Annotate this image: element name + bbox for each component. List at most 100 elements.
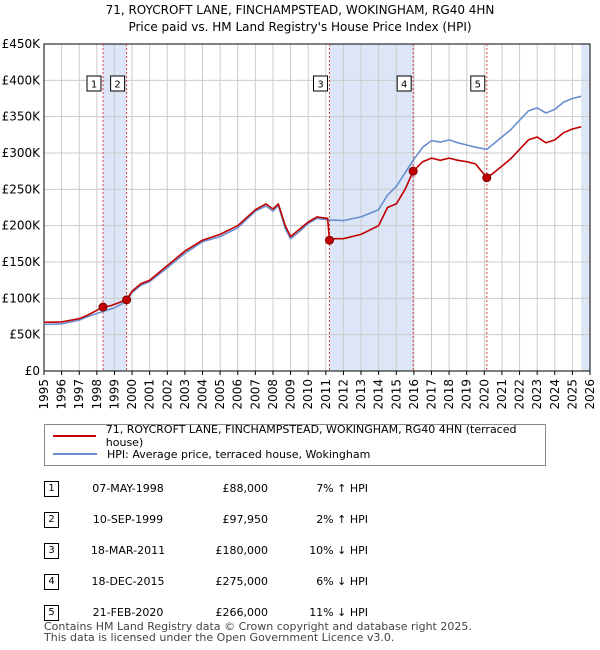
x-tick-label: 2016 — [407, 379, 421, 410]
legend-item-hpi: HPI: Average price, terraced house, Woki… — [53, 446, 370, 462]
sale-date: 18-MAR-2011 — [90, 544, 166, 557]
x-tick-label: 2013 — [354, 379, 368, 410]
y-tick-label: £250K — [2, 182, 42, 196]
sale-price: £275,000 — [215, 575, 269, 588]
x-tick-label: 2004 — [196, 379, 210, 410]
x-tick-label: 1995 — [37, 379, 51, 410]
property-price-line — [43, 126, 582, 324]
legend: 71, ROYCROFT LANE, FINCHAMPSTEAD, WOKING… — [44, 423, 546, 466]
table-row: 1 07-MAY-1998 £88,000 7% ↑ HPI — [44, 473, 368, 504]
x-tick-label: 2002 — [160, 379, 174, 410]
sale-label-box — [470, 75, 486, 92]
sale-label-number: 4 — [401, 80, 407, 91]
sale-price: £97,950 — [222, 513, 269, 526]
shaded-band — [581, 44, 590, 371]
table-row: 5 21-FEB-2020 £266,000 11% ↓ HPI — [44, 597, 368, 628]
x-tick-label: 2000 — [125, 379, 139, 410]
sale-label-number: 5 — [475, 80, 481, 91]
x-tick-label: 2001 — [143, 379, 157, 410]
x-tick-label: 1997 — [72, 379, 86, 410]
price-chart: £0 £50K £100K £150K £200K £250K £300K £350K £400… — [2, 37, 597, 410]
y-tick-label: £400K — [2, 73, 42, 87]
x-tick-label: 2018 — [442, 379, 456, 410]
x-tick-label: 2019 — [460, 379, 474, 410]
hpi-line — [43, 95, 582, 326]
sale-label-number: 1 — [91, 80, 97, 91]
x-tick-label: 2012 — [336, 379, 350, 410]
x-tick-label: 2006 — [231, 379, 245, 410]
sale-point — [482, 173, 492, 183]
sale-date: 07-MAY-1998 — [92, 482, 164, 495]
sales-table: 1 07-MAY-1998 £88,000 7% ↑ HPI 2 10-SEP-… — [44, 473, 368, 628]
y-tick-label: £50K — [9, 328, 41, 342]
plot-area — [44, 44, 590, 371]
sale-point — [98, 302, 108, 312]
sale-date: 10-SEP-1999 — [92, 513, 164, 526]
x-tick-label: 2024 — [548, 379, 562, 410]
y-tick-label: £0 — [25, 364, 40, 378]
y-tick-label: £100K — [2, 291, 42, 305]
x-tick-label: 1996 — [55, 379, 69, 410]
sale-point — [408, 166, 418, 176]
y-tick-label: £300K — [2, 146, 42, 160]
x-tick-label: 2003 — [178, 379, 192, 410]
sale-date: 21-FEB-2020 — [92, 606, 164, 619]
sale-hpi-diff: 6% ↓ HPI — [316, 575, 368, 588]
sale-price: £180,000 — [215, 544, 269, 557]
legend-item-property: 71, ROYCROFT LANE, FINCHAMPSTEAD, WOKING… — [53, 423, 545, 449]
sale-number: 4 — [44, 573, 59, 590]
y-tick-label: £350K — [2, 110, 42, 124]
sale-label-number: 2 — [114, 80, 120, 91]
sale-price: £88,000 — [222, 482, 269, 495]
plot-border — [43, 43, 591, 372]
legend-label-hpi: HPI: Average price, terraced house, Woki… — [107, 447, 371, 461]
sale-point — [122, 295, 132, 305]
shaded-band — [329, 44, 414, 371]
sale-number: 1 — [44, 480, 59, 497]
legend-swatch-property — [53, 435, 96, 437]
sale-label-box — [110, 75, 126, 92]
legend-label-property: 71, ROYCROFT LANE, FINCHAMPSTEAD, WOKING… — [105, 423, 517, 449]
table-row: 4 18-DEC-2015 £275,000 6% ↓ HPI — [44, 566, 368, 597]
x-tick-label: 2023 — [530, 379, 544, 410]
sale-price: £266,000 — [215, 606, 269, 619]
chart-title: 71, ROYCROFT LANE, FINCHAMPSTEAD, WOKING… — [105, 3, 495, 17]
y-tick-label: £450K — [2, 37, 42, 51]
x-tick-label: 2007 — [248, 379, 262, 410]
table-row: 2 10-SEP-1999 £97,950 2% ↑ HPI — [44, 504, 368, 535]
x-tick-label: 1998 — [90, 379, 104, 410]
x-tick-label: 2009 — [284, 379, 298, 410]
x-tick-label: 2008 — [266, 379, 280, 410]
sale-number: 3 — [44, 542, 59, 559]
sale-hpi-diff: 11% ↓ HPI — [309, 606, 368, 619]
sale-hpi-diff: 7% ↑ HPI — [316, 482, 368, 495]
licence-notice: This data is licensed under the Open Gov… — [44, 631, 395, 644]
x-tick-label: 2015 — [389, 379, 403, 410]
sale-label-number: 3 — [317, 80, 323, 91]
x-tick-label: 2026 — [583, 379, 597, 410]
copyright-notice: Contains HM Land Registry data © Crown c… — [44, 620, 472, 633]
y-tick-label: £200K — [2, 219, 42, 233]
sale-label-box — [313, 75, 329, 92]
chart-subtitle: Price paid vs. HM Land Registry's House … — [128, 20, 472, 34]
sale-number: 2 — [44, 511, 59, 528]
x-tick-label: 2020 — [477, 379, 491, 410]
y-tick-label: £150K — [2, 255, 42, 269]
sale-number: 5 — [44, 604, 59, 621]
sale-hpi-diff: 10% ↓ HPI — [309, 544, 368, 557]
footer: Contains HM Land Registry data © Crown c… — [44, 621, 472, 643]
x-tick-label: 2005 — [213, 379, 227, 410]
sale-label-box — [396, 75, 412, 92]
x-tick-label: 2014 — [372, 379, 386, 410]
x-tick-label: 2010 — [301, 379, 315, 410]
table-row: 3 18-MAR-2011 £180,000 10% ↓ HPI — [44, 535, 368, 566]
sale-point — [325, 235, 335, 245]
x-tick-label: 1999 — [107, 379, 121, 410]
x-tick-label: 2022 — [513, 379, 527, 410]
x-tick-label: 2011 — [319, 379, 333, 410]
sale-hpi-diff: 2% ↑ HPI — [316, 513, 368, 526]
sale-date: 18-DEC-2015 — [91, 575, 165, 588]
x-tick-label: 2017 — [424, 379, 438, 410]
x-tick-label: 2021 — [495, 379, 509, 410]
x-tick-label: 2025 — [565, 379, 579, 410]
